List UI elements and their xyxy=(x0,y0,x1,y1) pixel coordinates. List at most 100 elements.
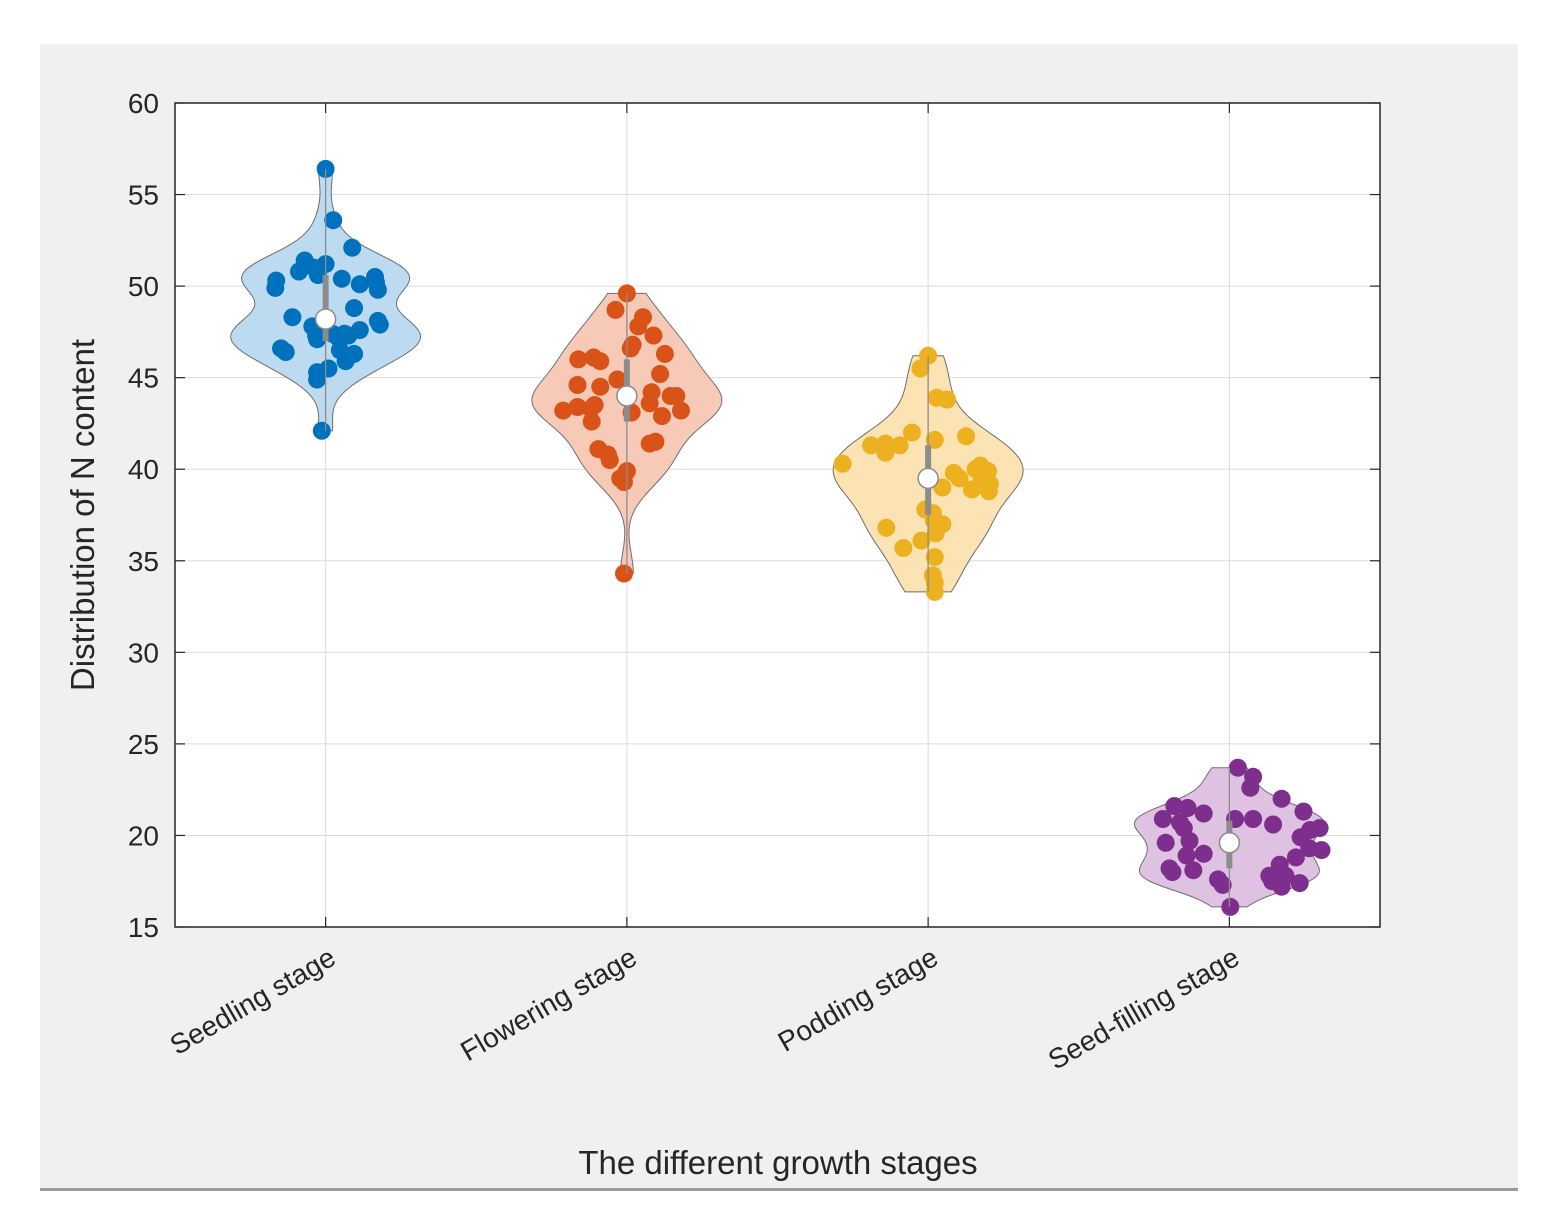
data-point xyxy=(324,211,343,230)
data-point xyxy=(615,473,633,491)
data-point xyxy=(343,238,362,257)
y-tick-label: 45 xyxy=(128,363,159,394)
y-tick-label: 30 xyxy=(128,637,159,668)
y-tick-label: 55 xyxy=(128,180,159,211)
data-point xyxy=(1294,802,1313,821)
figure-panel: 15 20 25 30 35 40 45 50 55 60 Seedling stage Flower… xyxy=(40,44,1518,1191)
data-point xyxy=(651,365,670,383)
data-point xyxy=(894,539,913,557)
data-point xyxy=(1177,846,1196,865)
data-point xyxy=(608,370,627,389)
point-layer xyxy=(266,159,1331,916)
data-point xyxy=(569,350,588,369)
y-tick-label: 15 xyxy=(128,912,159,943)
data-point xyxy=(1213,875,1232,894)
data-point xyxy=(1241,778,1260,797)
data-point xyxy=(653,407,671,426)
data-point xyxy=(1290,874,1309,893)
data-point xyxy=(962,480,981,499)
data-point xyxy=(266,278,285,297)
data-point xyxy=(925,582,944,601)
data-point xyxy=(1178,799,1197,817)
data-point xyxy=(1163,863,1182,882)
y-tick-label: 60 xyxy=(128,88,159,119)
median-marker xyxy=(1218,832,1241,854)
data-point xyxy=(1244,810,1263,828)
data-point xyxy=(568,376,587,394)
data-point xyxy=(1194,844,1213,863)
data-point xyxy=(1221,897,1240,916)
data-point xyxy=(1272,877,1291,896)
data-point xyxy=(950,469,969,488)
data-point xyxy=(336,352,355,371)
data-point xyxy=(600,451,619,470)
data-point xyxy=(862,436,881,455)
data-point xyxy=(345,299,364,318)
x-tick-label: Seed-filling stage xyxy=(1043,941,1245,1075)
data-point xyxy=(370,315,389,334)
data-point xyxy=(615,564,633,583)
data-point xyxy=(591,377,610,396)
data-point xyxy=(568,398,587,416)
plot-area xyxy=(175,103,1380,927)
data-point xyxy=(667,387,686,405)
plot-border xyxy=(174,102,1381,928)
y-tick-label: 35 xyxy=(128,546,159,577)
y-tick-label: 20 xyxy=(128,820,159,851)
median-marker xyxy=(917,467,939,490)
data-point xyxy=(308,370,327,389)
data-point xyxy=(640,434,659,453)
y-axis-label: Distribution of N content xyxy=(64,339,101,691)
data-point xyxy=(582,412,601,431)
data-point xyxy=(1184,861,1203,880)
data-point xyxy=(276,343,295,361)
data-point xyxy=(911,359,930,378)
y-tick-label: 25 xyxy=(128,729,159,760)
data-point xyxy=(925,430,944,449)
median-marker xyxy=(616,385,638,407)
data-point xyxy=(309,266,327,285)
data-point xyxy=(979,482,998,501)
data-point xyxy=(591,352,610,371)
data-point xyxy=(912,531,931,550)
stat-layer xyxy=(314,168,1241,907)
data-point xyxy=(290,262,308,281)
data-point xyxy=(308,330,327,349)
data-point xyxy=(350,275,369,294)
data-point xyxy=(332,269,351,288)
y-tick-label: 50 xyxy=(128,271,159,302)
data-point xyxy=(1165,797,1184,816)
data-point xyxy=(629,317,648,336)
data-point xyxy=(1228,758,1247,777)
data-point xyxy=(672,401,690,420)
data-point xyxy=(1153,810,1172,828)
data-point xyxy=(368,280,387,299)
data-point xyxy=(1194,804,1213,823)
x-tick-label: Seedling stage xyxy=(165,941,341,1060)
x-tick-label: Podding stage xyxy=(773,941,944,1057)
x-tick-label: Flowering stage xyxy=(455,941,642,1067)
data-point xyxy=(606,300,625,319)
data-point xyxy=(833,454,852,473)
data-point xyxy=(312,421,331,440)
data-point xyxy=(283,308,302,327)
data-point xyxy=(554,401,573,420)
data-point xyxy=(877,518,896,537)
data-point xyxy=(655,344,674,363)
median-marker xyxy=(314,308,337,330)
data-point xyxy=(903,423,921,442)
data-point xyxy=(938,390,957,409)
data-point xyxy=(1272,789,1291,808)
data-point xyxy=(617,284,636,303)
data-point xyxy=(876,443,895,462)
data-point xyxy=(1156,833,1175,852)
violin-chart: 15 20 25 30 35 40 45 50 55 60 Seedling stage Flower… xyxy=(64,88,1381,1181)
data-point xyxy=(640,394,659,413)
data-point xyxy=(1312,841,1331,860)
data-point xyxy=(957,427,976,446)
data-point xyxy=(644,326,663,345)
data-point xyxy=(925,548,944,567)
data-point xyxy=(926,524,945,543)
data-point xyxy=(621,339,640,358)
data-point xyxy=(1264,815,1283,834)
